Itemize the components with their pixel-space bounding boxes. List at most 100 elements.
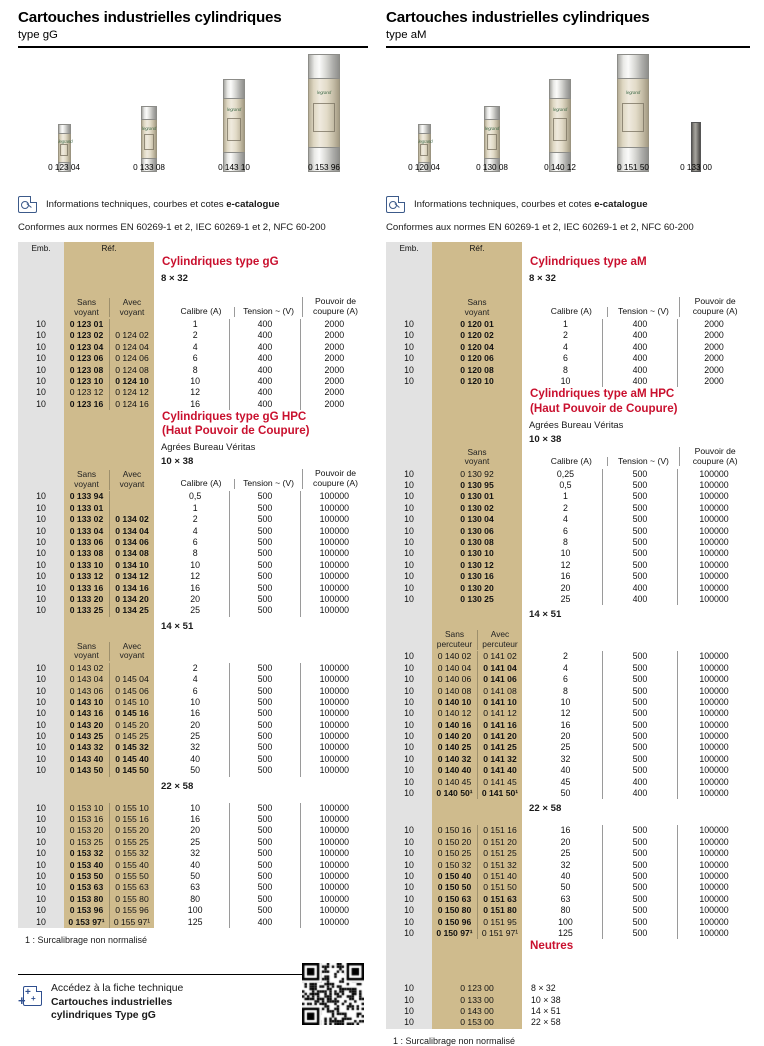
- ref-sans[interactable]: 0 130 92: [460, 468, 494, 479]
- ref-sans[interactable]: 0 140 16: [437, 719, 472, 730]
- ref-avec[interactable]: 0 145 10: [109, 696, 154, 709]
- ref-avec[interactable]: 0 141 32: [477, 753, 522, 766]
- ref-sans[interactable]: 0 133 10: [69, 559, 104, 570]
- ref-avec[interactable]: 0 155 97¹: [109, 916, 154, 928]
- ref-sans[interactable]: 0 150 97¹: [436, 927, 473, 938]
- ref-sans[interactable]: 0 123 08: [69, 364, 104, 375]
- ref-sans[interactable]: 0 133 08: [69, 548, 104, 559]
- ref-avec[interactable]: 0 141 10: [477, 696, 522, 709]
- ref-sans[interactable]: 0 140 50¹: [436, 788, 473, 799]
- ref-sans[interactable]: 0 130 02: [460, 502, 494, 513]
- ref-sans[interactable]: 0 123 10: [69, 375, 104, 386]
- ref-avec[interactable]: 0 155 80: [109, 893, 154, 906]
- ref-avec[interactable]: 0 151 25: [477, 848, 522, 860]
- ref-sans[interactable]: 0 140 06: [437, 674, 472, 685]
- ref-sans[interactable]: 0 140 32: [437, 753, 472, 764]
- ref-sans[interactable]: 0 130 06: [460, 525, 494, 536]
- ref-sans[interactable]: 0 140 12: [437, 708, 472, 719]
- ref-avec[interactable]: 0 155 96: [109, 905, 154, 917]
- ref-sans[interactable]: 0 153 32: [69, 848, 104, 859]
- ref-avec[interactable]: 0 134 08: [109, 548, 154, 560]
- ref-avec[interactable]: 0 145 06: [109, 685, 154, 697]
- ref-avec[interactable]: 0 151 95: [477, 916, 522, 928]
- ref-avec[interactable]: 0 145 16: [109, 708, 154, 720]
- ref-sans[interactable]: 0 150 25: [437, 848, 472, 859]
- ref-sans[interactable]: 0 123 12: [69, 387, 104, 398]
- ref-avec[interactable]: 0 151 80: [477, 905, 522, 917]
- ref-avec[interactable]: 0 145 40: [109, 753, 154, 766]
- ref-sans[interactable]: 0 143 32: [69, 742, 104, 753]
- ref-sans[interactable]: 0 153 80: [69, 893, 104, 904]
- ref-sans[interactable]: 0 123 06: [69, 353, 104, 364]
- ref-avec[interactable]: 0 134 02: [109, 514, 154, 526]
- ref-avec[interactable]: 0 124 10: [109, 375, 154, 388]
- ref-sans[interactable]: 0 140 45: [437, 776, 472, 787]
- ref-avec[interactable]: 0 145 50: [109, 765, 154, 777]
- ref-sans[interactable]: 0 150 50: [437, 882, 472, 893]
- ref-sans[interactable]: 0 150 32: [437, 859, 472, 870]
- ref-avec[interactable]: 0 151 63: [477, 893, 522, 906]
- ref-sans[interactable]: 0 123 04: [69, 341, 104, 352]
- ref-sans[interactable]: 0 130 12: [460, 559, 494, 570]
- ref-sans[interactable]: 0 150 16: [437, 825, 472, 836]
- ref-sans[interactable]: 0 153 00: [460, 1017, 494, 1028]
- ref-avec[interactable]: 0 145 20: [109, 719, 154, 732]
- ref-sans[interactable]: 0 150 63: [437, 893, 472, 904]
- ecatalogue-link[interactable]: e-catalogue: [594, 199, 648, 211]
- ref-sans[interactable]: 0 143 02: [69, 662, 104, 673]
- ref-avec[interactable]: 0 141 50¹: [477, 788, 522, 800]
- ref-sans[interactable]: 0 140 25: [437, 742, 472, 753]
- ref-sans[interactable]: 0 143 04: [69, 674, 104, 685]
- ref-sans[interactable]: 0 150 40: [437, 870, 472, 881]
- ref-sans[interactable]: 0 153 25: [69, 836, 104, 847]
- ref-sans[interactable]: 0 130 08: [460, 536, 494, 547]
- ref-sans[interactable]: 0 140 10: [437, 696, 472, 707]
- ref-avec[interactable]: 0 155 10: [109, 802, 154, 815]
- ref-sans[interactable]: 0 133 94: [69, 491, 104, 502]
- ref-sans[interactable]: 0 150 20: [437, 836, 472, 847]
- ref-sans[interactable]: 0 150 96: [437, 916, 472, 927]
- ref-avec[interactable]: 0 141 16: [477, 719, 522, 732]
- ref-avec[interactable]: 0 155 32: [109, 848, 154, 860]
- ref-sans[interactable]: 0 120 04: [460, 341, 494, 352]
- ref-avec[interactable]: 0 141 40: [477, 765, 522, 777]
- ref-avec[interactable]: [109, 502, 154, 515]
- ref-sans[interactable]: 0 133 20: [69, 593, 104, 604]
- ref-avec[interactable]: 0 151 20: [477, 836, 522, 849]
- ref-sans[interactable]: 0 150 80: [437, 905, 472, 916]
- ref-sans[interactable]: 0 143 16: [69, 708, 104, 719]
- ref-sans[interactable]: 0 143 50: [69, 765, 104, 776]
- ref-avec[interactable]: 0 141 20: [477, 731, 522, 743]
- ref-avec[interactable]: 0 155 20: [109, 825, 154, 837]
- ref-avec[interactable]: 0 155 16: [109, 814, 154, 826]
- ref-avec[interactable]: 0 155 63: [109, 882, 154, 894]
- ref-sans[interactable]: 0 140 40: [437, 765, 472, 776]
- ref-avec[interactable]: 0 151 50: [477, 882, 522, 894]
- ref-sans[interactable]: 0 130 01: [460, 491, 494, 502]
- ref-sans[interactable]: 0 133 25: [69, 605, 104, 616]
- ref-avec[interactable]: 0 124 16: [109, 398, 154, 411]
- ref-avec[interactable]: 0 155 40: [109, 859, 154, 871]
- qr-code[interactable]: [302, 963, 364, 1025]
- ref-avec[interactable]: 0 145 25: [109, 731, 154, 743]
- ref-sans[interactable]: 0 130 16: [460, 571, 494, 582]
- ref-sans[interactable]: 0 153 16: [69, 814, 104, 825]
- ref-sans[interactable]: 0 120 01: [460, 319, 494, 330]
- ref-avec[interactable]: 0 141 25: [477, 742, 522, 754]
- ref-sans[interactable]: 0 140 20: [437, 731, 472, 742]
- ref-sans[interactable]: 0 120 08: [460, 364, 494, 375]
- ref-avec[interactable]: 0 155 50: [109, 870, 154, 883]
- ref-sans[interactable]: 0 153 50: [69, 870, 104, 881]
- ref-avec[interactable]: 0 141 12: [477, 708, 522, 720]
- ref-sans[interactable]: 0 120 02: [460, 330, 494, 341]
- ref-sans[interactable]: 0 133 00: [460, 994, 494, 1005]
- ref-sans[interactable]: 0 120 10: [460, 375, 494, 386]
- ref-avec[interactable]: 0 134 12: [109, 571, 154, 583]
- ref-avec[interactable]: 0 124 12: [109, 387, 154, 399]
- ref-sans[interactable]: 0 130 10: [460, 548, 494, 559]
- ref-sans[interactable]: 0 133 06: [69, 536, 104, 547]
- ref-avec[interactable]: 0 141 04: [477, 662, 522, 675]
- ref-avec[interactable]: [109, 491, 154, 503]
- ref-sans[interactable]: 0 143 20: [69, 719, 104, 730]
- ref-sans[interactable]: 0 153 40: [69, 859, 104, 870]
